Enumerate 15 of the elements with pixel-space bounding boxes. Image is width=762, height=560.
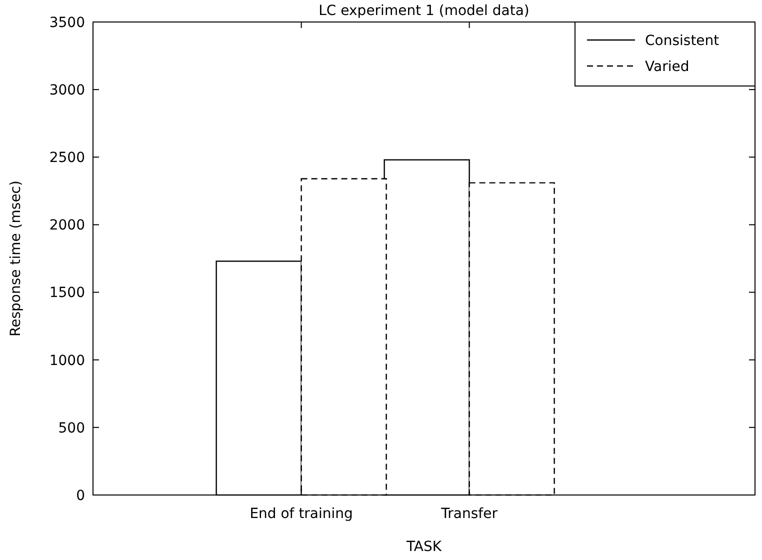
legend-label: Varied <box>645 58 690 75</box>
y-tick-label: 500 <box>58 420 85 436</box>
y-tick-label: 1500 <box>49 285 85 302</box>
y-axis-title: Response time (msec) <box>8 180 24 336</box>
chart-title: LC experiment 1 (model data) <box>318 3 530 19</box>
y-tick-label: 3000 <box>49 82 85 98</box>
x-tick-label: Transfer <box>440 506 498 522</box>
y-tick-label: 1000 <box>49 352 85 369</box>
x-axis-title: TASK <box>405 539 442 555</box>
y-tick-label: 2000 <box>49 218 85 234</box>
legend-label: Consistent <box>645 32 720 49</box>
x-tick-label: End of training <box>250 506 353 522</box>
y-tick-label: 0 <box>76 488 85 504</box>
y-tick-label: 3500 <box>49 14 85 31</box>
y-tick-label: 2500 <box>49 150 85 166</box>
